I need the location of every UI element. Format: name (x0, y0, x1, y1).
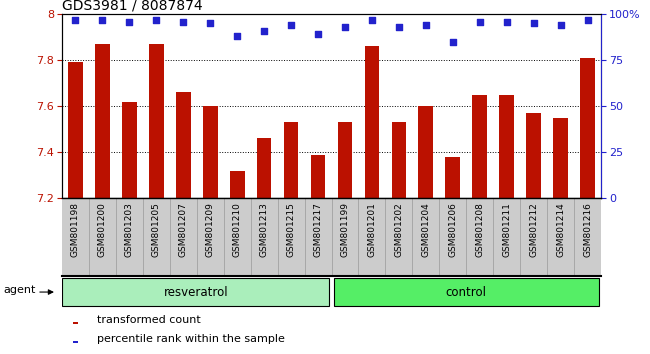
Text: GSM801211: GSM801211 (502, 202, 512, 257)
Text: GSM801209: GSM801209 (205, 202, 214, 257)
Point (286, 22, 296, 28)
Bar (499, 95, 514, 198)
Point (474, 19, 485, 24)
Bar (311, 155, 326, 198)
Text: percentile rank within the sample: percentile rank within the sample (97, 333, 285, 344)
Text: GSM801206: GSM801206 (448, 202, 458, 257)
Text: GSM801203: GSM801203 (125, 202, 134, 257)
Point (367, 17, 377, 23)
Point (448, 39, 458, 45)
Text: control: control (446, 286, 487, 298)
Bar (283, 122, 298, 198)
Text: GSM801201: GSM801201 (367, 202, 376, 257)
Text: GSM801214: GSM801214 (556, 202, 566, 257)
Point (502, 19, 512, 24)
Point (232, 33, 242, 39)
Bar (257, 138, 272, 198)
Text: GSM801204: GSM801204 (421, 202, 430, 257)
Point (97, 17, 107, 23)
Bar (95, 44, 110, 198)
Point (178, 19, 188, 24)
Text: GSM801202: GSM801202 (395, 202, 404, 257)
Text: transformed count: transformed count (97, 315, 201, 325)
Text: GSM801213: GSM801213 (259, 202, 268, 257)
Bar (229, 171, 244, 198)
Text: GSM801216: GSM801216 (583, 202, 592, 257)
Point (556, 22, 566, 28)
Bar (526, 113, 541, 198)
Text: GSM801199: GSM801199 (341, 202, 350, 257)
Bar (176, 92, 190, 198)
FancyBboxPatch shape (62, 278, 329, 306)
Text: GSM801210: GSM801210 (233, 202, 242, 257)
FancyBboxPatch shape (334, 278, 599, 306)
Bar (473, 95, 488, 198)
Bar (580, 58, 595, 198)
Point (340, 24, 350, 30)
Point (151, 17, 161, 23)
Bar (445, 157, 460, 198)
Bar (553, 118, 568, 198)
Text: GSM801212: GSM801212 (529, 202, 538, 257)
Bar (203, 106, 218, 198)
Point (70, 17, 81, 23)
Point (205, 21, 215, 26)
Bar (122, 102, 136, 198)
Text: GSM801205: GSM801205 (151, 202, 161, 257)
Bar (73, 322, 78, 324)
Bar (337, 122, 352, 198)
Bar (419, 106, 434, 198)
Bar (365, 46, 380, 198)
Bar (149, 44, 164, 198)
Point (582, 17, 593, 23)
Point (394, 24, 404, 30)
Point (313, 32, 323, 37)
Text: GSM801217: GSM801217 (313, 202, 322, 257)
Point (124, 19, 135, 24)
Point (528, 21, 539, 26)
Text: GSM801198: GSM801198 (71, 202, 80, 257)
Text: resveratrol: resveratrol (164, 286, 229, 298)
Bar (73, 341, 78, 343)
Text: GSM801207: GSM801207 (179, 202, 188, 257)
Text: GSM801208: GSM801208 (475, 202, 484, 257)
Bar (68, 62, 83, 198)
Text: GSM801215: GSM801215 (287, 202, 296, 257)
Text: GDS3981 / 8087874: GDS3981 / 8087874 (62, 0, 202, 13)
Text: GSM801200: GSM801200 (98, 202, 107, 257)
Point (421, 22, 431, 28)
Text: agent: agent (3, 285, 36, 296)
Point (259, 28, 269, 34)
Bar (391, 122, 406, 198)
